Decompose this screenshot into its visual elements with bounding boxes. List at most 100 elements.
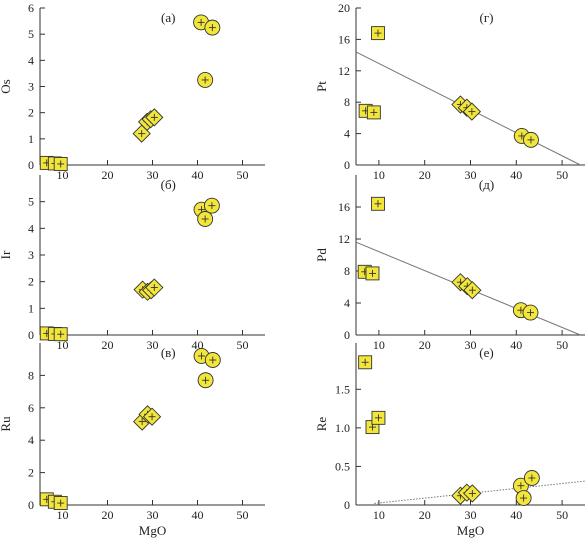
y-tick-label: 2	[28, 106, 34, 120]
x-tick-label: 50	[237, 168, 249, 182]
data-point-diamond	[462, 102, 482, 121]
y-tick-label: 5	[28, 195, 34, 209]
y-tick-label: 4	[28, 433, 34, 447]
y-tick-label: 8	[344, 95, 350, 109]
y-tick-label: 1.5	[335, 382, 350, 396]
panel-label: (е)	[479, 345, 493, 360]
x-tick-label: 40	[510, 338, 522, 352]
data-point-diamond	[142, 407, 162, 426]
data-point-circle	[522, 304, 539, 321]
y-tick-label: 2	[28, 466, 34, 480]
y-tick-label: 16	[338, 200, 350, 214]
x-tick-label: 10	[57, 338, 69, 352]
data-point-square	[53, 327, 68, 342]
x-tick-label: 50	[556, 168, 568, 182]
panel-label: (г)	[480, 10, 494, 25]
x-tick-label: 10	[57, 508, 69, 522]
data-point-circle	[197, 211, 214, 227]
x-tick-label: 50	[237, 508, 249, 522]
y-tick-label: 20	[338, 1, 350, 15]
x-tick-label: 50	[237, 338, 249, 352]
panel-label: (а)	[161, 10, 175, 25]
y-tick-label: 3	[28, 248, 34, 262]
y-tick-label: 1	[28, 301, 34, 315]
x-tick-label: 10	[57, 168, 69, 182]
data-point-circle	[203, 197, 220, 214]
x-tick-label: 30	[147, 338, 159, 352]
x-tick-label: 10	[373, 338, 385, 352]
data-point-circle	[204, 352, 221, 368]
y-tick-label: 0	[344, 328, 350, 342]
y-tick-label: 4	[28, 221, 34, 235]
x-tick-label: 20	[102, 168, 114, 182]
x-tick-label: 40	[510, 508, 522, 522]
y-tick-label: 0.5	[335, 459, 350, 473]
data-point-diamond	[463, 281, 482, 300]
y-tick-label: 8	[28, 368, 34, 382]
y-tick-label: 4	[28, 53, 34, 67]
y-tick-label: 5	[28, 27, 34, 41]
data-point-square	[371, 196, 385, 211]
x-tick-label: 30	[465, 168, 477, 182]
data-point-diamond	[145, 278, 164, 297]
x-tick-label: 20	[102, 508, 114, 522]
x-tick-label: 50	[556, 508, 568, 522]
x-tick-label: 20	[419, 338, 431, 352]
y-tick-label: 0	[28, 328, 34, 342]
y-tick-label: 3	[28, 80, 34, 94]
x-axis-label: MgO	[139, 523, 166, 538]
data-point-diamond	[145, 108, 164, 127]
y-axis-label: Ir	[0, 250, 13, 259]
data-point-circle	[204, 19, 221, 36]
x-axis-label: MgO	[457, 523, 484, 538]
data-point-circle	[197, 372, 214, 389]
data-point-circle	[523, 131, 539, 148]
x-tick-label: 50	[556, 338, 568, 352]
y-tick-label: 8	[344, 264, 350, 278]
y-tick-label: 12	[338, 232, 350, 246]
x-tick-label: 40	[510, 168, 522, 182]
y-tick-label: 2	[28, 275, 34, 289]
x-tick-label: 30	[465, 338, 477, 352]
data-point-circle	[197, 72, 214, 88]
y-tick-label: 0	[28, 498, 34, 512]
x-tick-label: 30	[147, 168, 159, 182]
data-point-circle	[523, 470, 540, 486]
x-tick-label: 20	[419, 168, 431, 182]
chart-panel-5: 0 4 8 12 16 10 20 30 40 50 Pd (д)	[314, 175, 585, 352]
x-tick-label: 40	[192, 168, 204, 182]
data-point-square	[53, 496, 68, 511]
y-tick-label: 16	[338, 32, 350, 46]
y-axis-label: Ru	[0, 416, 13, 432]
y-tick-label: 1	[28, 132, 34, 146]
x-tick-label: 30	[465, 508, 477, 522]
x-tick-label: 20	[102, 338, 114, 352]
data-point-diamond	[463, 484, 482, 503]
panel-label: (б)	[161, 177, 176, 192]
x-tick-label: 20	[419, 508, 431, 522]
data-point-square	[371, 410, 386, 425]
x-tick-label: 10	[373, 508, 385, 522]
y-axis-label: Pd	[314, 248, 329, 262]
x-tick-label: 30	[147, 508, 159, 522]
y-tick-label: 0	[344, 498, 350, 512]
data-point-square	[365, 266, 380, 281]
y-axis-label: Re	[314, 417, 329, 432]
y-tick-label: 12	[338, 64, 350, 78]
panel-label: (д)	[479, 177, 494, 192]
y-tick-label: 6	[28, 1, 34, 15]
y-axis-label: Pt	[314, 81, 329, 92]
chart-panel-4: 0 4 8 12 16 20 10 20 30 40 50 Pt (г)	[314, 1, 585, 182]
y-tick-label: 0	[28, 158, 34, 172]
chart-panel-3: 0 2 4 6 8 10 20 30 40 50 Ru MgO (в)	[0, 343, 265, 538]
data-point-square	[371, 26, 385, 41]
y-tick-label: 4	[344, 127, 350, 141]
x-tick-label: 10	[373, 168, 385, 182]
data-point-circle	[515, 490, 532, 507]
data-point-square	[358, 355, 373, 370]
chart-panel-6: 0 0.5 1.0 1.5 10 20 30 40 50 Re MgO (е)	[314, 343, 586, 538]
y-axis-label: Os	[0, 79, 13, 93]
chart-panel-1: 0 1 2 3 4 5 6 10 20 30 40 50 Os (а)	[0, 1, 265, 182]
